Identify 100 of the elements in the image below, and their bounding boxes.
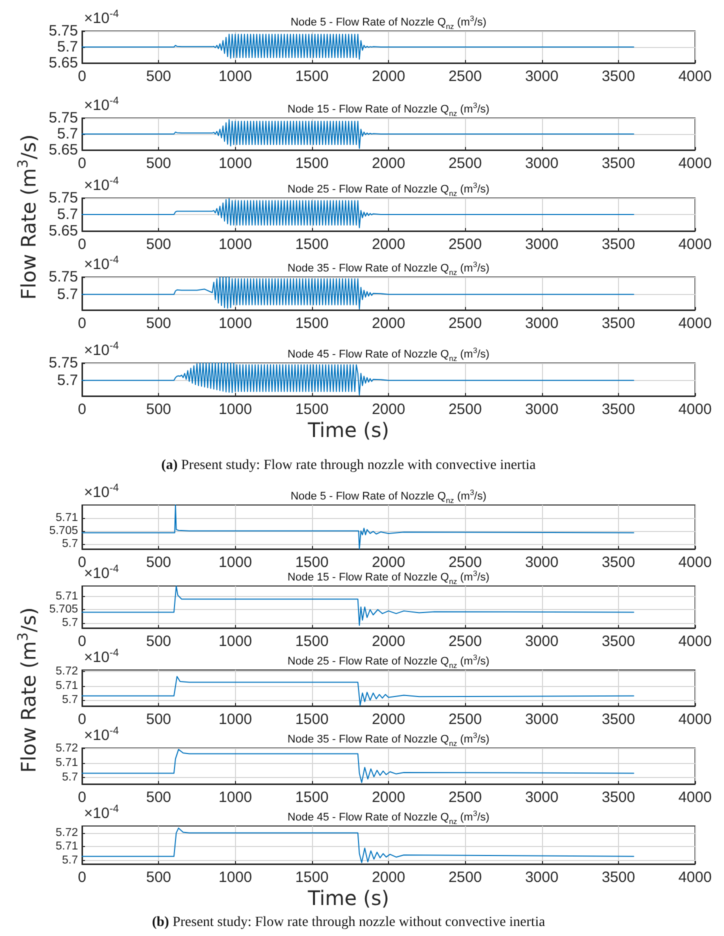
x-tick-label: 1500 — [295, 401, 329, 418]
y-tick-label: 5.71 — [56, 590, 78, 602]
x-tick-label: 3000 — [525, 155, 558, 172]
x-tick-label: 1000 — [218, 711, 252, 728]
x-tick-label: 4000 — [678, 789, 712, 806]
text: ×10$^{-4}$ — [84, 563, 119, 582]
x-tick-label: 2500 — [448, 711, 482, 728]
text: ×10$^{-4}$ — [84, 725, 119, 744]
y-tick-label: 5.705 — [49, 604, 78, 616]
x-tick-label: 3500 — [602, 68, 636, 85]
y-tick-label: 5.7 — [57, 372, 78, 389]
x-tick-label: 0 — [78, 401, 86, 418]
x-tick-label: 2000 — [372, 711, 406, 728]
y-tick-label: 5.7 — [62, 694, 78, 706]
y-tick-label: 5.65 — [48, 222, 78, 240]
x-tick-label: 1500 — [295, 155, 329, 172]
y-tick-label: 5.7 — [57, 206, 78, 223]
x-tick-label: 2000 — [372, 789, 406, 806]
x-tick-label: 0 — [78, 236, 86, 253]
line-series — [82, 676, 634, 706]
text: (b) Present study: Flow rate through nozzle without convective inertia — [152, 915, 546, 931]
chart-title: Node 5 - Flow Rate of Nozzle Q$_{nz}$ (m$^{3}$/s) — [290, 14, 486, 31]
line-series — [82, 198, 634, 228]
x-tick-label: 2500 — [448, 869, 482, 886]
y-tick-label: 5.75 — [48, 110, 78, 126]
x-tick-label: 3000 — [525, 633, 558, 650]
x-tick-label: 3500 — [602, 789, 636, 806]
x-tick-label: 2500 — [448, 315, 482, 332]
x-tick-label: 500 — [146, 869, 172, 886]
y-tick-label: 5.7 — [62, 616, 78, 629]
chart-title: Node 45 - Flow Rate of Nozzle Q$_{nz}$ (m$^{3}$/s) — [288, 346, 490, 363]
x-tick-label: 2500 — [448, 236, 482, 253]
x-tick-label: 2500 — [448, 554, 482, 571]
line-series — [82, 362, 634, 396]
chart-title: Node 35 - Flow Rate of Nozzle Q$_{nz}$ (m$^{3}$/s) — [288, 731, 490, 748]
x-tick-label: 3500 — [602, 315, 636, 332]
y-tick-label: 5.71 — [56, 757, 78, 770]
chart-title: Node 5 - Flow Rate of Nozzle Q$_{nz}$ (m$^{3}$/s) — [290, 488, 486, 505]
x-tick-label: 500 — [146, 789, 172, 806]
y-tick-label: 5.75 — [48, 190, 78, 206]
text: ×10$^{-4}$ — [84, 647, 119, 666]
x-tick-label: 2500 — [448, 68, 482, 85]
line-series — [82, 276, 634, 310]
y-tick-label: 5.71 — [56, 680, 78, 692]
text: ×10$^{-4}$ — [84, 482, 119, 501]
x-tick-label: 0 — [78, 68, 86, 85]
x-tick-label: 3000 — [525, 315, 558, 332]
x-tick-label: 1000 — [218, 869, 252, 886]
x-tick-label: 1000 — [218, 633, 252, 650]
x-tick-label: 500 — [146, 236, 172, 253]
x-tick-label: 2500 — [448, 155, 482, 172]
line-series — [82, 34, 634, 60]
x-tick-label: 1000 — [218, 401, 252, 418]
x-tick-label: 1500 — [295, 554, 329, 571]
x-tick-label: 2500 — [448, 633, 482, 650]
x-tick-label: 1500 — [295, 711, 329, 728]
x-tick-label: 4000 — [678, 68, 712, 85]
x-tick-label: 2500 — [448, 789, 482, 806]
x-tick-label: 1000 — [218, 315, 252, 332]
x-tick-label: 3500 — [602, 401, 636, 418]
x-tick-label: 3500 — [602, 711, 636, 728]
x-tick-label: 3000 — [525, 869, 558, 886]
text: ×10$^{-4}$ — [84, 175, 119, 194]
line-series — [82, 828, 634, 864]
x-tick-label: 3500 — [602, 554, 636, 571]
chart-title: Node 25 - Flow Rate of Nozzle Q$_{nz}$ (m$^{3}$/s) — [288, 181, 490, 198]
x-tick-label: 2000 — [372, 315, 406, 332]
x-tick-label: 500 — [146, 711, 172, 728]
x-tick-label: 3500 — [602, 155, 636, 172]
x-tick-label: 2000 — [372, 401, 406, 418]
chart-title: Node 45 - Flow Rate of Nozzle Q$_{nz}$ (m$^{3}$/s) — [288, 809, 490, 826]
x-tick-label: 500 — [146, 554, 172, 571]
x-tick-label: 3000 — [525, 789, 558, 806]
x-tick-label: 3500 — [602, 869, 636, 886]
y-tick-label: 5.72 — [56, 826, 78, 839]
x-tick-label: 3000 — [525, 68, 558, 85]
text: ×10$^{-4}$ — [84, 95, 119, 114]
chart-title: Node 25 - Flow Rate of Nozzle Q$_{nz}$ (m$^{3}$/s) — [288, 653, 490, 670]
x-tick-label: 3000 — [525, 554, 558, 571]
x-tick-label: 2500 — [448, 401, 482, 418]
x-tick-label: 2000 — [372, 554, 406, 571]
x-tick-label: 3000 — [525, 401, 558, 418]
x-tick-label: 1500 — [295, 789, 329, 806]
x-tick-label: 2000 — [372, 155, 406, 172]
line-series — [82, 119, 634, 149]
text: ×10$^{-4}$ — [84, 254, 119, 273]
text: (a) Present study: Flow rate through nozzle with convective inertia — [161, 458, 536, 474]
y-tick-label: 5.72 — [56, 742, 78, 755]
x-tick-label: 1000 — [218, 554, 252, 571]
y-tick-label: 5.71 — [56, 840, 78, 853]
text: ×10$^{-4}$ — [84, 803, 119, 822]
y-tick-label: 5.7 — [57, 286, 78, 303]
y-tick-label: 5.65 — [48, 54, 78, 72]
text: ×10$^{-4}$ — [84, 8, 119, 27]
x-tick-label: 2000 — [372, 633, 406, 650]
y-tick-label: 5.705 — [49, 524, 78, 537]
x-tick-label: 2000 — [372, 869, 406, 886]
x-tick-label: 1500 — [295, 315, 329, 332]
x-tick-label: 4000 — [678, 869, 712, 886]
x-tick-label: 500 — [146, 401, 172, 418]
